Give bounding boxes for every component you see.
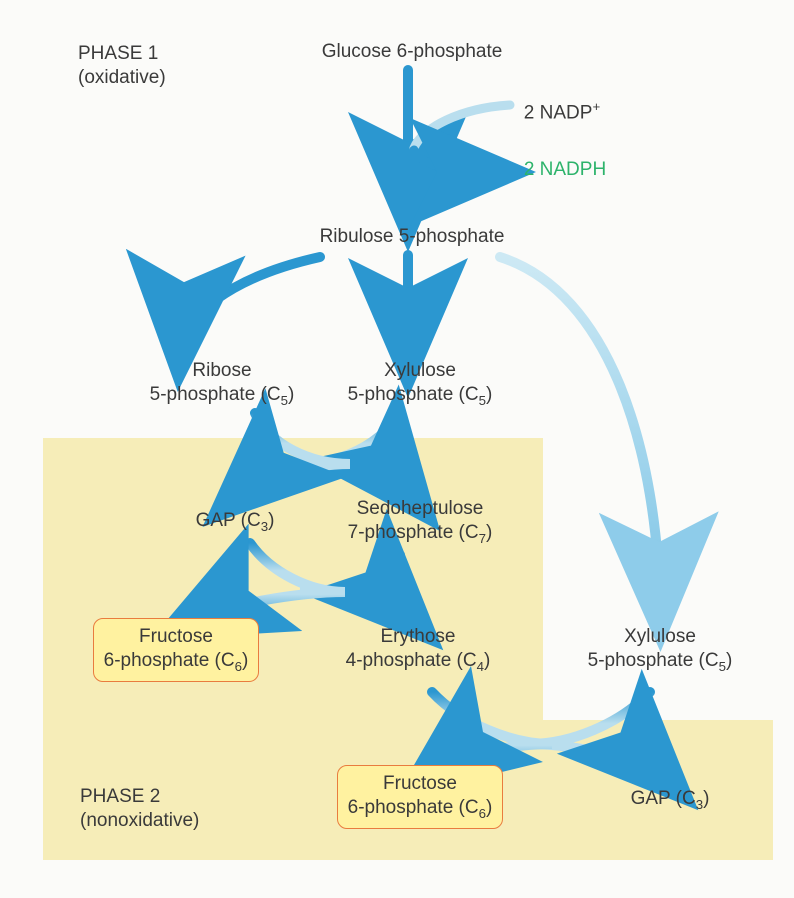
label-phase2: PHASE 2(nonoxidative) bbox=[80, 785, 199, 833]
label-f6p2: Fructose6-phosphate (C6) bbox=[337, 765, 504, 829]
label-gap2: GAP (C3) bbox=[631, 787, 710, 813]
label-ribose: Ribose5-phosphate (C5) bbox=[150, 359, 295, 409]
label-nadp: 2 NADP+ bbox=[524, 99, 600, 125]
label-eryth: Erythose4-phosphate (C4) bbox=[346, 625, 491, 675]
label-gap1: GAP (C3) bbox=[196, 509, 275, 535]
label-xylu2: Xylulose5-phosphate (C5) bbox=[588, 625, 733, 675]
label-g6p: Glucose 6-phosphate bbox=[322, 40, 503, 64]
label-nadph: 2 NADPH bbox=[524, 158, 606, 182]
label-r5p: Ribulose 5-phosphate bbox=[320, 225, 505, 249]
label-phase1: PHASE 1(oxidative) bbox=[78, 42, 166, 90]
label-xylu1: Xylulose5-phosphate (C5) bbox=[348, 359, 493, 409]
label-f6p1: Fructose6-phosphate (C6) bbox=[93, 618, 260, 682]
label-sedo: Sedoheptulose7-phosphate (C7) bbox=[348, 497, 493, 547]
